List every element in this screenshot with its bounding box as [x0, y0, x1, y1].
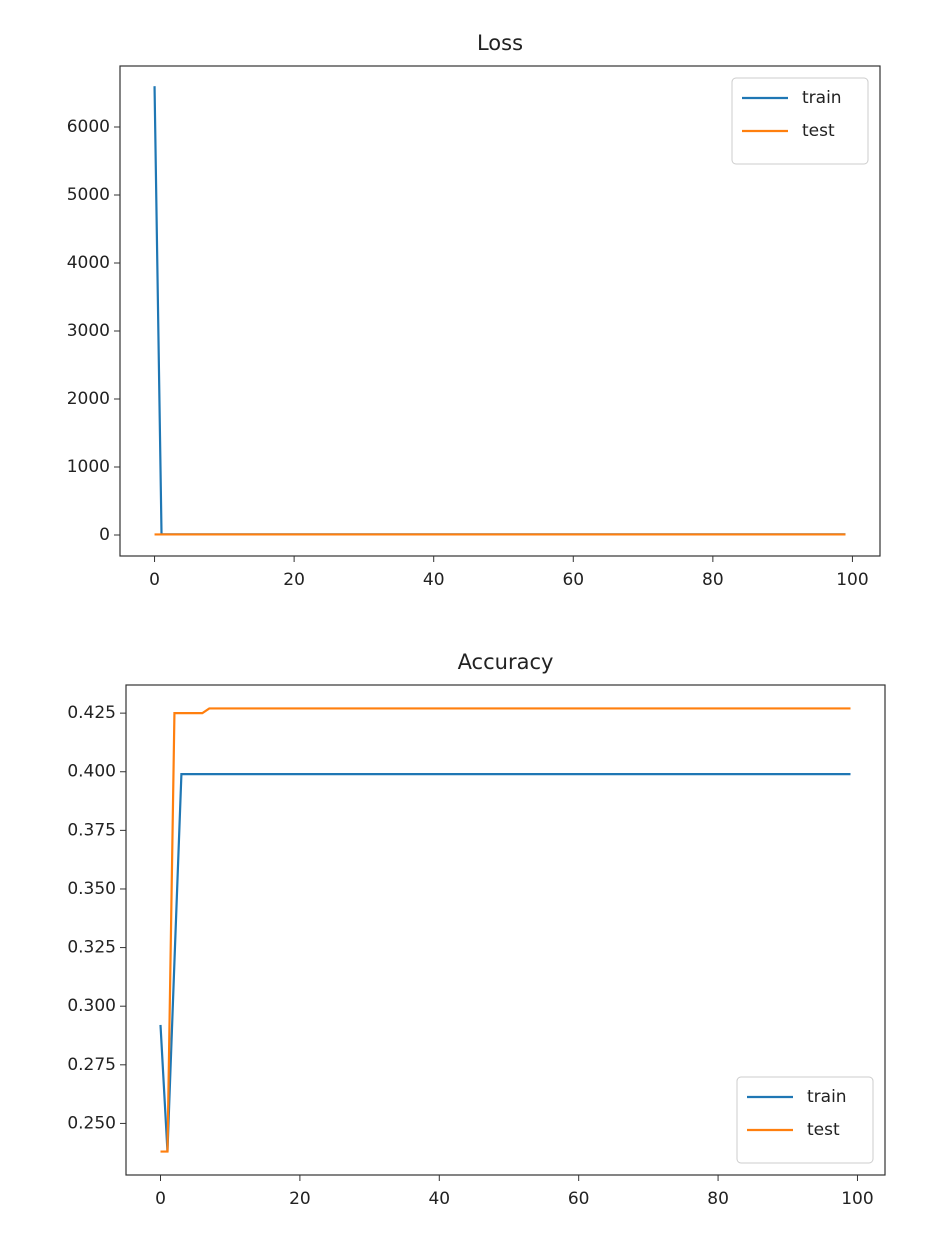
y-tick-label: 0.350 — [67, 879, 116, 899]
y-tick-label: 0.425 — [67, 703, 116, 723]
y-tick-label: 0.325 — [67, 938, 116, 958]
legend-label: train — [807, 1087, 847, 1107]
line-series — [159, 772, 851, 1152]
x-tick-label: 40 — [423, 570, 445, 590]
x-tick-label: 0 — [155, 1189, 166, 1209]
x-tick-label: 100 — [841, 1189, 873, 1209]
chart-title: Accuracy — [458, 650, 554, 674]
legend-label: train — [802, 88, 842, 108]
x-tick-label: 80 — [707, 1189, 729, 1209]
y-tick-label: 0.300 — [67, 996, 116, 1016]
line-series — [160, 707, 851, 1153]
x-tick-label: 60 — [568, 1189, 590, 1209]
y-tick-label: 0.275 — [67, 1055, 116, 1075]
y-tick-label: 0.375 — [67, 820, 116, 840]
x-tick-label: 80 — [702, 570, 724, 590]
x-tick-label: 40 — [428, 1189, 450, 1209]
legend-box — [736, 1076, 874, 1164]
legend-box — [731, 77, 869, 165]
y-tick-label: 2000 — [67, 389, 110, 409]
x-tick-label: 0 — [149, 570, 160, 590]
x-tick-label: 20 — [283, 570, 305, 590]
x-tick-label: 20 — [289, 1189, 311, 1209]
axes-frame — [119, 65, 881, 557]
y-tick-label: 4000 — [67, 253, 110, 273]
y-tick-label: 1000 — [67, 457, 110, 477]
x-tick-label: 60 — [562, 570, 584, 590]
y-tick-label: 0.250 — [67, 1113, 116, 1133]
legend-label: test — [807, 1120, 840, 1140]
axes-frame — [125, 684, 886, 1176]
y-tick-label: 6000 — [67, 117, 110, 137]
y-tick-label: 0.400 — [67, 762, 116, 782]
chart-title: Loss — [477, 31, 523, 55]
x-tick-label: 100 — [836, 570, 868, 590]
legend-label: test — [802, 121, 835, 141]
y-tick-label: 5000 — [67, 185, 110, 205]
y-tick-label: 0 — [99, 525, 110, 545]
y-tick-label: 3000 — [67, 321, 110, 341]
